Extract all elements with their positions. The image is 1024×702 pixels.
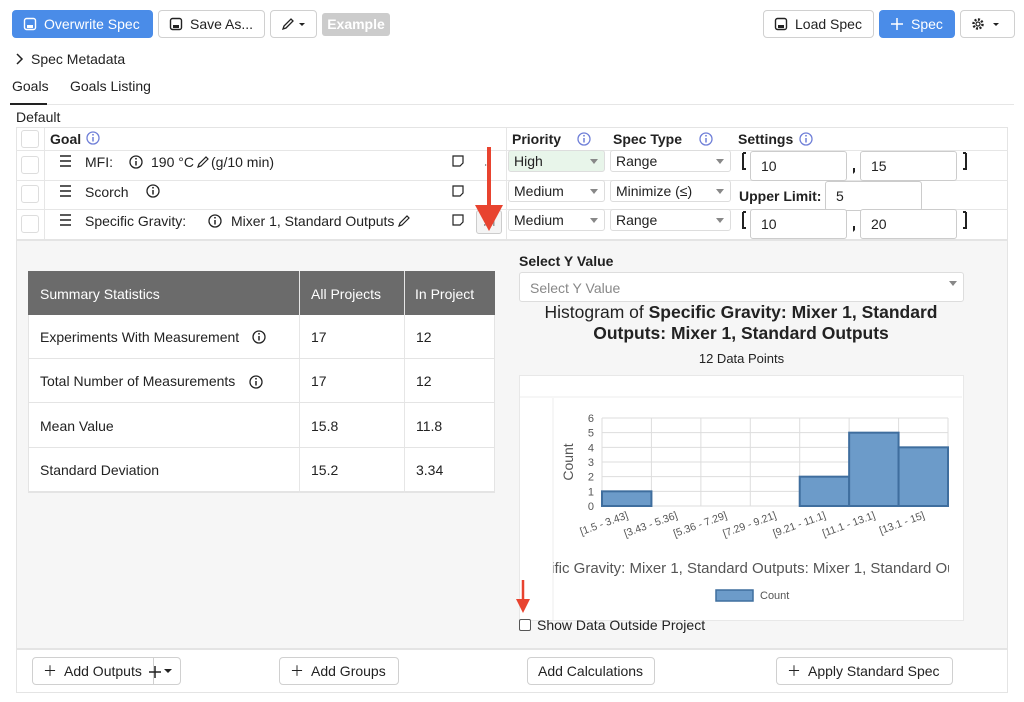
goals-table: [16, 127, 1008, 240]
checkbox[interactable]: [21, 130, 39, 148]
summary-cell: 17: [299, 359, 404, 403]
chevron-icon: [16, 53, 24, 65]
select-value: Range: [616, 212, 658, 228]
priority-select[interactable]: Medium: [508, 209, 605, 231]
overwrite-button[interactable]: Overwrite Spec: [12, 10, 153, 38]
save-icon: [774, 17, 788, 31]
summary-cell: Standard Deviation: [28, 448, 299, 492]
edit-dropdown[interactable]: [270, 10, 317, 38]
tab[interactable]: Goals Listing: [70, 78, 151, 94]
settings-dropdown[interactable]: [960, 10, 1015, 38]
goal-name: Specific Gravity:: [85, 213, 187, 229]
select-placeholder: Select Y Value: [530, 280, 621, 296]
chart-title: Histogram of Specific Gravity: Mixer 1, …: [530, 302, 952, 344]
select-value: Minimize (≤): [616, 183, 693, 199]
column-header: In Project: [415, 286, 475, 302]
goal-name: MFI:: [85, 154, 113, 170]
spec-type-select[interactable]: Range: [610, 150, 731, 172]
add-groups-button[interactable]: ＋ Add Groups: [279, 657, 399, 685]
button-label: Overwrite Spec: [44, 16, 140, 32]
button-label: Add Calculations: [538, 663, 644, 679]
column-header: Goal: [50, 131, 82, 147]
summary-cell: 17: [299, 315, 404, 359]
setting-input[interactable]: 10: [750, 209, 847, 239]
column-header: Spec Type: [613, 131, 682, 147]
column-header: Priority: [512, 131, 562, 147]
col-line: [299, 271, 300, 493]
add-calculations-button[interactable]: Add Calculations: [527, 657, 655, 685]
plus-icon: [891, 18, 903, 30]
action-bar: [16, 649, 1008, 693]
example-tag: Example: [322, 13, 390, 36]
spec-type-select[interactable]: Range: [610, 209, 731, 231]
group-label: Default: [16, 109, 61, 125]
goal-condition: 190 °C: [151, 154, 194, 170]
load-spec-button[interactable]: Load Spec: [763, 10, 874, 38]
summary-cell: 15.8: [299, 404, 404, 448]
select-value: High: [514, 153, 543, 169]
priority-select[interactable]: Medium: [508, 180, 605, 202]
button-label: Add Groups: [311, 663, 386, 679]
priority-select[interactable]: High: [508, 150, 605, 172]
split-line: [153, 658, 154, 684]
checkbox[interactable]: [21, 156, 39, 174]
button-label: Spec: [911, 16, 943, 32]
column-header: Summary Statistics: [40, 286, 160, 302]
summary-cell: Total Number of Measurements: [28, 359, 299, 403]
summary-cell: 11.8: [404, 404, 495, 448]
col-line: [506, 128, 507, 239]
checkbox-label: Show Data Outside Project: [537, 617, 706, 633]
summary-cell: 12: [404, 315, 495, 359]
save-icon: [169, 17, 183, 31]
chart-subtitle: 12 Data Points: [698, 351, 785, 366]
col-line: [44, 128, 45, 239]
metadata-toggle[interactable]: Spec Metadata: [31, 51, 126, 67]
tab-underline: [10, 103, 47, 105]
column-header: Settings: [738, 131, 794, 147]
checkbox[interactable]: [519, 619, 531, 631]
spec-type-select[interactable]: Minimize (≤): [610, 180, 731, 202]
summary-header: [28, 271, 495, 315]
setting-label: Upper Limit:: [739, 188, 822, 204]
summary-cell: 3.34: [404, 448, 495, 492]
select-label: Select Y Value: [519, 253, 614, 269]
chart-frame: [519, 375, 964, 621]
summary-cell: 15.2: [299, 448, 404, 492]
button-label: Save As...: [190, 16, 254, 32]
button-label: Load Spec: [795, 16, 862, 32]
setting-input[interactable]: 5: [825, 181, 922, 211]
gear-icon: [972, 18, 999, 30]
goal-name: Scorch: [85, 184, 129, 200]
save-icon: [23, 17, 37, 31]
button-label: Add Outputs: [64, 663, 142, 679]
chart-title-subject: Specific Gravity: Mixer 1, Standard Outp…: [593, 302, 938, 343]
pencil-icon: [281, 18, 305, 31]
goal-units: (g/10 min): [211, 154, 275, 170]
button-label: Apply Standard Spec: [808, 663, 940, 679]
checkbox[interactable]: [21, 215, 39, 233]
tab[interactable]: Goals: [12, 78, 49, 94]
summary-cell: Experiments With Measurement: [28, 315, 299, 359]
setting-input[interactable]: 10: [750, 151, 847, 181]
chart-title-text: Histogram of: [544, 302, 644, 322]
save-as-button[interactable]: Save As...: [158, 10, 265, 38]
apply-standard-spec-button[interactable]: ＋ Apply Standard Spec: [776, 657, 953, 685]
summary-cell: Mean Value: [28, 404, 299, 448]
select-value: Range: [616, 153, 658, 169]
column-header: All Projects: [311, 286, 382, 302]
select-value: Medium: [514, 212, 564, 228]
tab-divider: [12, 104, 1014, 105]
col-line: [404, 271, 405, 493]
select-value: Medium: [514, 183, 564, 199]
setting-input[interactable]: 20: [860, 209, 957, 239]
summary-cell: 12: [404, 359, 495, 403]
setting-input[interactable]: 15: [860, 151, 957, 181]
chart-toggle-button[interactable]: [476, 210, 502, 234]
goal-condition: Mixer 1, Standard Outputs: [231, 213, 395, 229]
add-outputs-button[interactable]: ＋ Add Outputs: [32, 657, 181, 685]
y-value-select[interactable]: Select Y Value: [519, 272, 964, 302]
checkbox[interactable]: [21, 185, 39, 203]
new-spec-button[interactable]: Spec: [879, 10, 955, 38]
